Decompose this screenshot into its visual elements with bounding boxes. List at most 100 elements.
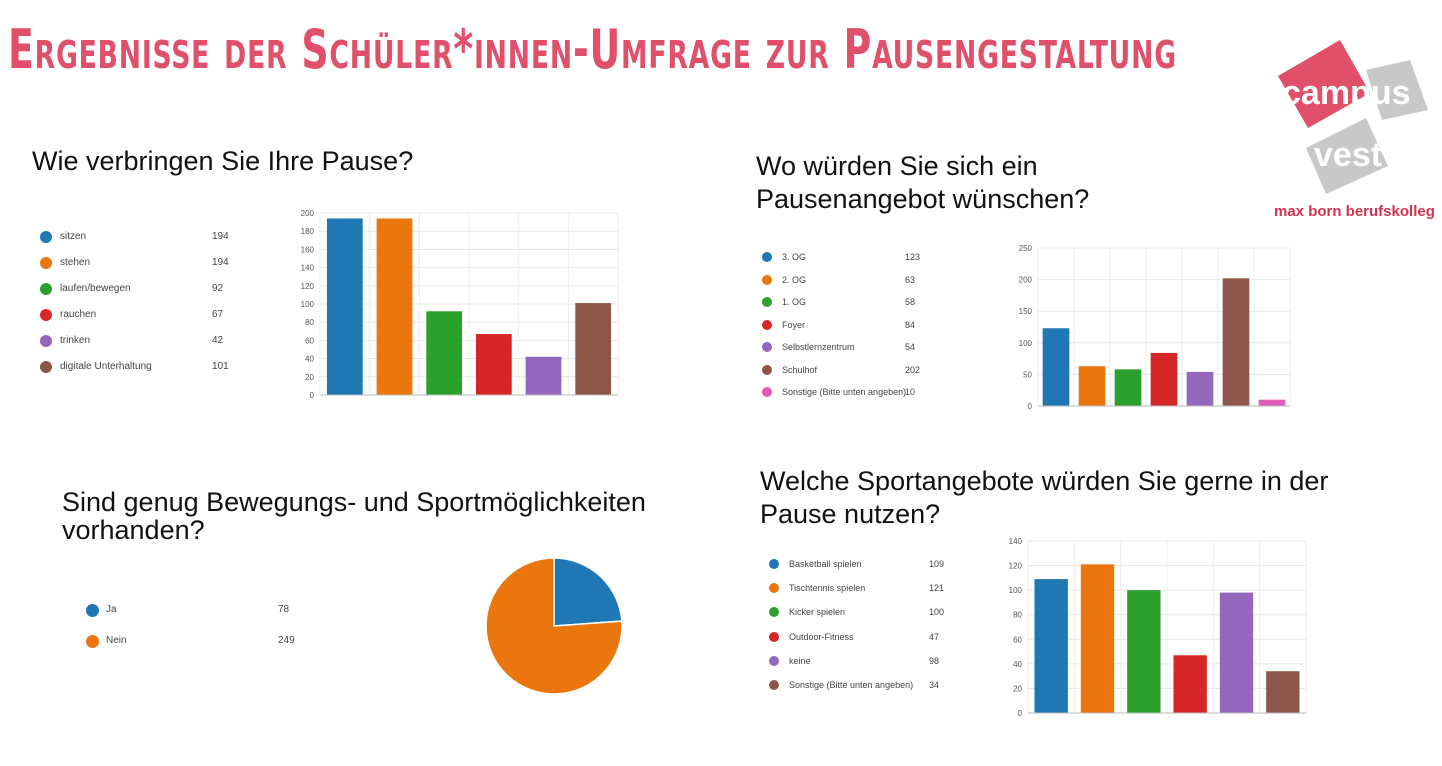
bar-tischtennis-spielen	[1080, 564, 1115, 713]
legend-value: 100	[929, 607, 945, 618]
legend-value: 54	[905, 342, 916, 352]
question-1: Wie verbringen Sie Ihre Pause?	[32, 146, 414, 176]
legend-swatch	[40, 283, 52, 295]
legend-label: 1. OG	[782, 297, 807, 307]
legend-value: 123	[905, 252, 921, 262]
bar-1-og	[1114, 369, 1142, 406]
legend-swatch	[762, 274, 772, 285]
bar-selbstlernzentrum	[1186, 371, 1214, 406]
legend-label: Outdoor-Fitness	[789, 631, 854, 642]
legend-swatch	[769, 680, 779, 690]
legend-label: Basketball spielen	[789, 559, 862, 569]
y-tick-label: 60	[1013, 635, 1022, 644]
bar-3-og	[1042, 328, 1070, 406]
legend-swatch	[769, 607, 779, 618]
bar-sitzen	[326, 218, 363, 395]
logo-subtitle: max born berufskolleg	[1274, 203, 1435, 220]
legend-value: 109	[929, 559, 945, 569]
chart-pause-activities: 0 20 40 60 80 100 120 140 160 180 200	[292, 205, 622, 410]
legend-value: 194	[212, 231, 229, 242]
legend-swatch	[86, 635, 99, 648]
legend-value: 67	[212, 309, 224, 320]
legend-label: Foyer	[782, 319, 806, 330]
logo-gray-shape-top	[1366, 60, 1428, 120]
legend-swatch	[762, 319, 772, 330]
y-tick-label: 140	[1009, 537, 1023, 546]
question-3: Sind genug Bewegungs- und Sportmöglichke…	[62, 487, 646, 545]
bar-sonstige-bitte-unten-angeben-	[1266, 671, 1300, 713]
y-tick-label: 250	[1019, 244, 1033, 253]
legend-label: trinken	[60, 335, 91, 346]
y-tick-label: 200	[1019, 276, 1033, 285]
y-tick-label: 0	[1018, 709, 1023, 718]
bar-outdoor-fitness	[1173, 655, 1207, 713]
legend-swatch	[762, 342, 772, 352]
y-tick-label: 100	[1019, 339, 1033, 348]
logo-red-shape	[1278, 40, 1370, 128]
legend-label: digitale Unterhaltung	[60, 361, 152, 372]
logo-gray-shape-bottom	[1306, 118, 1388, 194]
legend-value: 84	[905, 319, 916, 330]
legend-value: 63	[905, 274, 916, 285]
legend-value: 42	[212, 335, 224, 346]
chart-sport-offers: 0 20 40 60 80 100 120 140	[1002, 533, 1312, 728]
legend-label: Selbstlernzentrum	[782, 342, 855, 352]
question-2: Wo würden Sie sich ein Pausenangebot wün…	[756, 151, 1090, 214]
logo-text-vest: vest	[1314, 136, 1382, 174]
y-tick-label: 40	[305, 355, 314, 364]
legend-label: Nein	[106, 635, 127, 646]
legend-swatch	[762, 252, 772, 262]
y-tick-label: 120	[301, 282, 315, 291]
legend-value: 101	[212, 361, 229, 372]
legend-value: 121	[929, 583, 945, 594]
y-tick-label: 80	[1013, 611, 1022, 620]
legend-swatch	[762, 364, 772, 375]
legend-label: keine	[789, 655, 811, 666]
legend-value: 58	[905, 297, 916, 307]
y-tick-label: 60	[305, 336, 314, 345]
legend-swatch	[40, 361, 52, 373]
y-tick-label: 100	[1009, 586, 1023, 595]
legend-value: 202	[905, 364, 921, 375]
y-tick-label: 40	[1013, 660, 1022, 669]
bar-2-og	[1078, 366, 1106, 406]
legend-label: laufen/bewegen	[60, 283, 131, 294]
legend-label: Schulhof	[782, 364, 818, 375]
legend-swatch	[40, 257, 52, 269]
logo-text-campus: campus	[1282, 74, 1411, 112]
legend-swatch	[769, 655, 779, 666]
y-tick-label: 150	[1019, 307, 1033, 316]
legend-label: Tischtennis spielen	[789, 583, 866, 594]
legend-label: rauchen	[60, 309, 97, 320]
y-tick-label: 50	[1023, 370, 1032, 379]
bar-stehen	[376, 218, 413, 395]
y-tick-label: 80	[305, 318, 314, 327]
legend-label: sitzen	[60, 231, 87, 242]
legend-value: 34	[929, 680, 940, 690]
legend-swatch	[769, 583, 779, 594]
legend-value: 249	[278, 635, 295, 646]
legend-label: Ja	[106, 604, 117, 615]
legend-label: 2. OG	[782, 274, 807, 285]
bar-rauchen	[475, 334, 512, 395]
question-4: Welche Sportangebote würden Sie gerne in…	[760, 466, 1329, 529]
legend-swatch	[40, 231, 52, 243]
y-tick-label: 140	[301, 264, 315, 273]
campus-vest-logo: campus vest	[1278, 40, 1428, 194]
legend-swatch	[769, 631, 779, 642]
legend-swatch	[762, 297, 772, 307]
legend-label: Sonstige (Bitte unten angeben)	[782, 387, 907, 397]
chart-location-wishes: 0 50 100 150 200 250	[1008, 240, 1298, 420]
y-tick-label: 0	[1028, 402, 1033, 411]
legend-value: 98	[929, 655, 940, 666]
legend-label: 3. OG	[782, 252, 807, 262]
y-tick-label: 100	[301, 300, 315, 309]
bar-digitale-unterhaltung	[575, 303, 612, 395]
bar-basketball-spielen	[1034, 579, 1068, 713]
legend-swatch	[40, 335, 52, 347]
legend-value: 78	[278, 604, 290, 615]
y-tick-label: 200	[301, 209, 315, 218]
y-tick-label: 20	[1013, 684, 1022, 693]
bar-foyer	[1150, 352, 1178, 406]
legend-value: 10	[905, 387, 916, 397]
